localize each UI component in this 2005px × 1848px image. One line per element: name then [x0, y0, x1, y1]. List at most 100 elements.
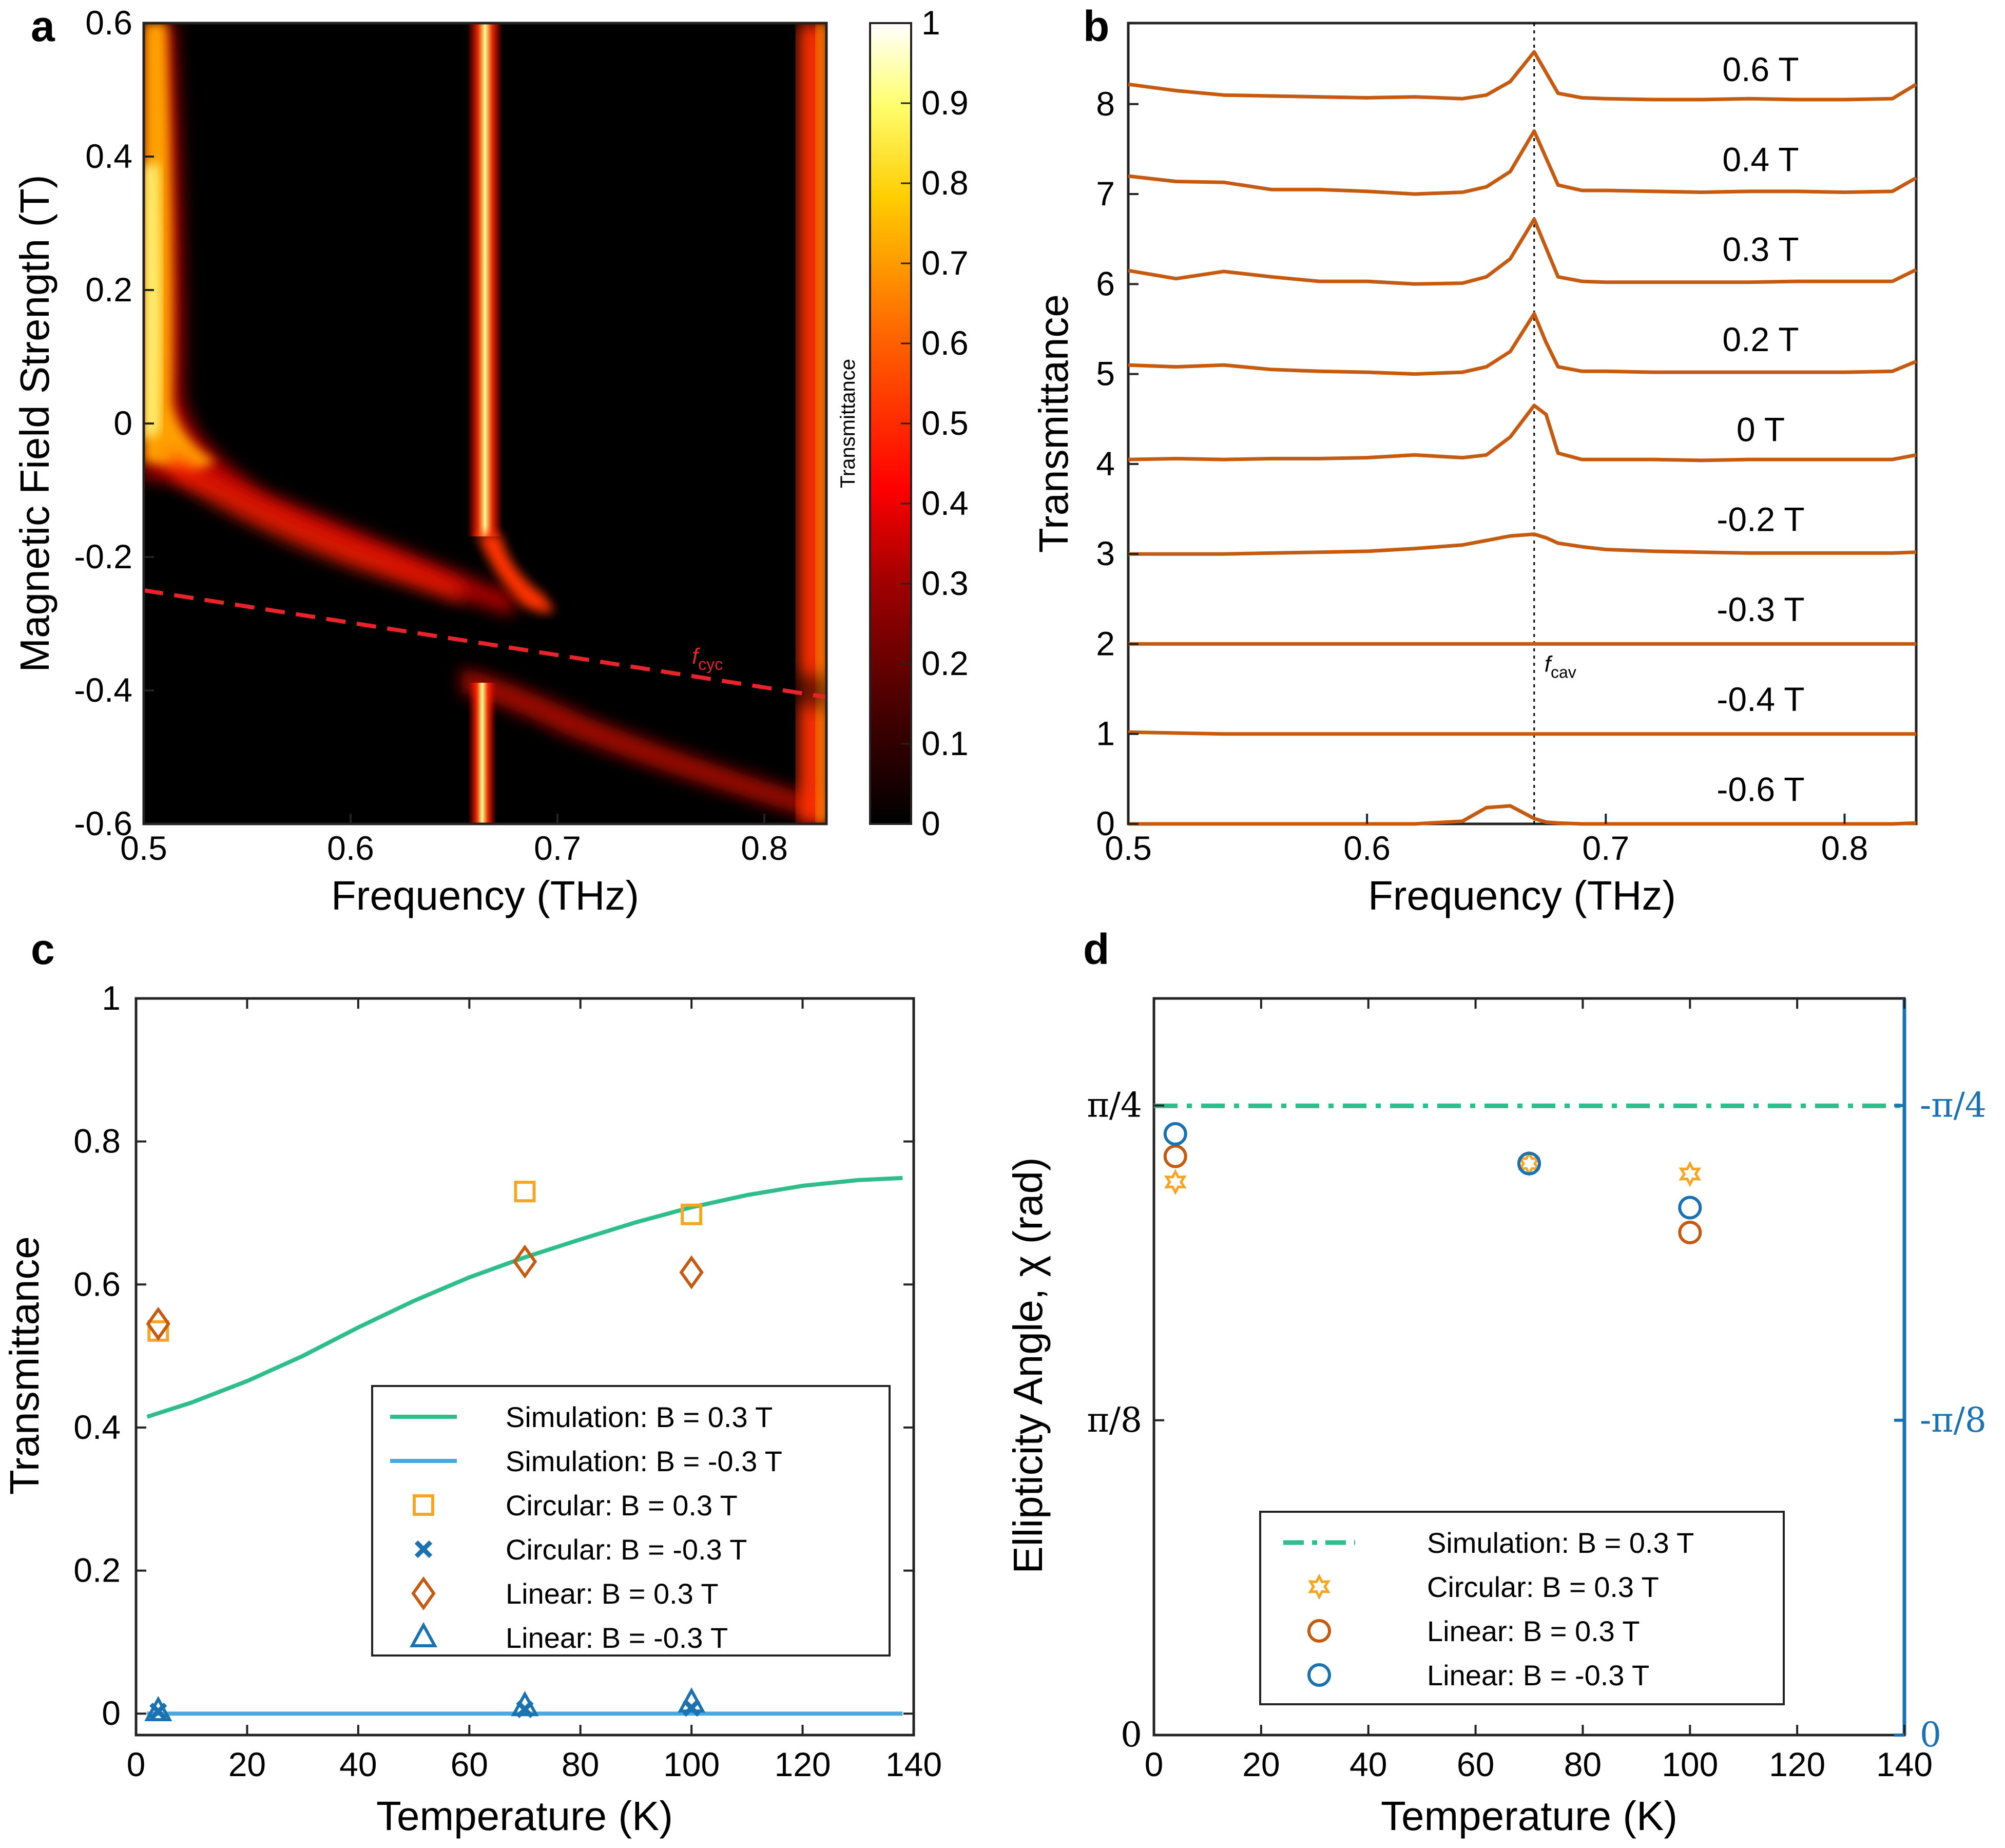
panel-label-d: d — [1083, 925, 1109, 973]
panel-a-ytick-label: -0.4 — [74, 671, 132, 709]
panel-b-ytick-label: 5 — [1096, 355, 1115, 393]
panel-b-xtick-label: 0.6 — [1343, 829, 1391, 867]
panel-d-ylabel: Ellipticity Angle, χ (rad) — [1005, 1157, 1051, 1573]
panel-c-legend-box — [371, 1385, 891, 1657]
panel-d-legend-label: Simulation: B = 0.3 T — [1427, 1527, 1694, 1559]
panel-a-xtick-label: 0.8 — [741, 829, 788, 867]
panel-c-legend-label: Circular: B = -0.3 T — [506, 1533, 747, 1566]
panel-c-point — [511, 1691, 539, 1717]
panel-a-heatmap: fcyc 0.5 0.6 0.7 0.8 -0.6-0.4-0.200.20.40.6… — [12, 4, 969, 918]
spectrum-curve-label: 0.2 T — [1722, 320, 1799, 358]
spectrum-curve-label: -0.6 T — [1717, 770, 1804, 808]
colorbar-tick-label: 0.6 — [921, 324, 969, 362]
panel-a-y-ticks: -0.6 -0.4 -0.2 0 0.2 0.4 0.6 — [74, 4, 154, 842]
panel-c-legend-swatch — [411, 1576, 436, 1611]
panel-d-xtick-label: 100 — [1662, 1745, 1718, 1783]
panel-b-ytick-label: 4 — [1096, 445, 1115, 483]
spectrum-curve — [1128, 403, 1917, 463]
panel-c-point — [144, 1696, 172, 1722]
panel-d-xtick-label: 60 — [1457, 1745, 1494, 1783]
panel-c-ylabel: Transmittance — [2, 1236, 47, 1495]
panel-d-ytick-label-right: -π/4 — [1920, 1086, 1987, 1125]
panel-b-xlabel: Frequency (THz) — [1368, 873, 1676, 918]
panel-b-x-ticks: 0.5 0.6 0.7 0.8 — [1105, 814, 1868, 867]
panel-label-c: c — [31, 925, 55, 973]
heatmap-lower-branch — [462, 667, 826, 821]
panel-b-ytick-label: 1 — [1096, 715, 1115, 753]
spectrum-curve-label: -0.4 T — [1717, 680, 1804, 718]
heatmap-left-bright — [144, 23, 216, 472]
panel-c-y-ticks: 0 0.2 0.4 0.6 0.8 1 — [73, 979, 914, 1732]
spectrum-curve — [1128, 532, 1917, 556]
colorbar-tick-label: 0.1 — [921, 724, 969, 762]
panel-b-ytick-label: 3 — [1096, 534, 1115, 572]
panel-d-point — [1163, 1144, 1187, 1168]
panel-c-legend-swatch — [413, 1494, 434, 1516]
panel-d-legend-label: Circular: B = 0.3 T — [1427, 1571, 1659, 1603]
panel-c-marks — [144, 1176, 903, 1722]
panel-d-xtick-label: 40 — [1349, 1745, 1387, 1783]
panel-d-xtick-label: 80 — [1564, 1745, 1602, 1783]
spectrum-curve — [1128, 730, 1916, 736]
spectrum-curve-label: 0.6 T — [1722, 50, 1799, 88]
panel-d-ytick-label-right: -π/8 — [1920, 1400, 1987, 1440]
panel-c-xlabel: Temperature (K) — [376, 1793, 673, 1839]
panel-d-point — [1517, 1151, 1541, 1176]
panel-a-ytick-label: 0.4 — [85, 137, 132, 175]
panel-label-b: b — [1083, 2, 1109, 50]
panel-d-point — [1678, 1220, 1702, 1244]
panel-b-xtick-label: 0.8 — [1821, 829, 1868, 867]
panel-d-ytick-label: π/4 — [1087, 1086, 1142, 1125]
panel-a-ytick-label: 0.2 — [85, 271, 132, 309]
colorbar-label: Transmittance — [837, 359, 859, 488]
panel-d-y-ticks: 0 π/8 π/4 0 -π/8 -π/4 — [1087, 1086, 1987, 1755]
colorbar-tick-label: 0.2 — [921, 644, 969, 682]
panel-c-xtick-label: 40 — [339, 1745, 377, 1783]
spectrum-curve — [1128, 129, 1917, 196]
colorbar-tick-label: 0.9 — [921, 84, 969, 122]
panel-d-xtick-label: 120 — [1769, 1745, 1825, 1783]
panel-a-ylabel: Magnetic Field Strength (T) — [12, 175, 57, 672]
panel-d-point — [1164, 1169, 1187, 1195]
panel-d-legend-swatch — [1308, 1573, 1331, 1600]
spectrum-curve — [1128, 804, 1917, 826]
panel-c-xtick-label: 140 — [885, 1745, 942, 1783]
spectrum-curve — [1128, 50, 1917, 102]
panel-d-legend-label: Linear: B = -0.3 T — [1427, 1659, 1649, 1691]
heatmap-cavity-bend — [477, 534, 554, 613]
panel-c-legend-label: Linear: B = -0.3 T — [506, 1622, 728, 1654]
panel-d-marks — [1154, 1103, 1904, 1244]
panel-d-legend-swatch — [1307, 1663, 1331, 1687]
panel-b-spectra: 0.6 T 0.4 T 0.3 T 0.2 T 0 T -0.2 T -0.3 T -0.4 … — [1031, 22, 1918, 918]
panel-c-xtick-label: 100 — [663, 1745, 720, 1783]
spectrum-curve-label: -0.3 T — [1717, 590, 1804, 628]
panel-c-point — [146, 1306, 170, 1341]
panel-c-legend-swatch — [409, 1622, 438, 1647]
panel-b-ytick-label: 8 — [1096, 85, 1115, 123]
cyclotron-line — [143, 588, 827, 699]
panel-d-legend: Simulation: B = 0.3 T Circular: B = 0.3 T… — [1259, 1511, 1785, 1705]
panel-c-point — [514, 1181, 536, 1203]
colorbar-ticks: 0 0.1 0.2 0.3 0.4 0.5 0.6 0.7 0.8 0.9 1 — [901, 4, 969, 842]
panel-c-sim-line — [146, 1176, 903, 1419]
panel-c-xtick-label: 60 — [451, 1745, 488, 1783]
spectrum-curve-label: 0 T — [1737, 410, 1785, 448]
heatmap-left-peak — [144, 164, 162, 441]
panel-b-curve-labels: 0.6 T 0.4 T 0.3 T 0.2 T 0 T -0.2 T -0.3 T -0.4 … — [1717, 50, 1804, 808]
panel-a-x-ticks: 0.5 0.6 0.7 0.8 — [120, 814, 788, 867]
panel-d-ytick-label: 0 — [1121, 1715, 1142, 1755]
panel-b-ylabel: Transmittance — [1031, 294, 1076, 553]
panel-c-point — [681, 1203, 703, 1225]
spectrum-curve — [1128, 312, 1917, 376]
spectrum-curve — [1128, 217, 1917, 286]
panel-b-curves — [1128, 50, 1917, 826]
panel-c-xtick-label: 20 — [228, 1745, 266, 1783]
colorbar-tick-label: 0.7 — [921, 244, 969, 282]
panel-d-xlabel: Temperature (K) — [1381, 1793, 1678, 1839]
heatmap-upper-branch — [169, 452, 465, 603]
panel-a-ytick-label: 0 — [113, 404, 132, 442]
cyclotron-label-sub: cyc — [698, 655, 723, 673]
panel-c-ytick-label: 0.2 — [73, 1551, 121, 1589]
heatmap-cavity-mode-lower — [468, 683, 496, 824]
panel-c-legend-swatch — [414, 1540, 433, 1558]
